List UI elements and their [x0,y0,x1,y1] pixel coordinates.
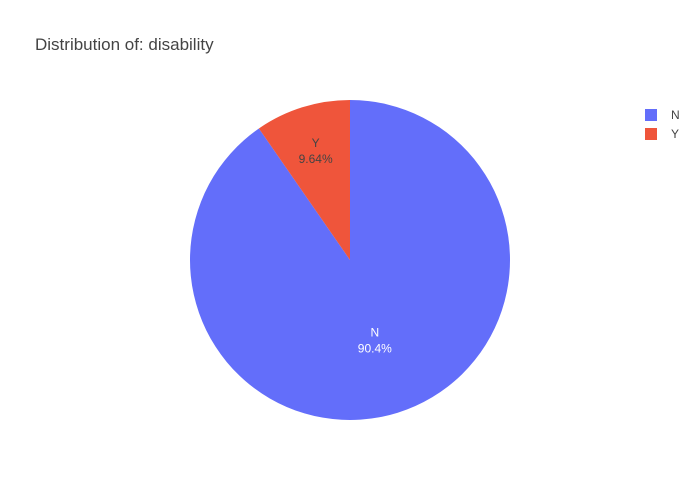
legend-label-N[interactable]: N [671,108,680,122]
legend-swatch-Y[interactable] [645,128,657,140]
pie-slice-Y[interactable] [258,100,350,260]
slice-percent-N: 90.4% [358,341,392,355]
slice-label-Y: Y [312,136,320,150]
legend-swatch-N[interactable] [645,109,657,121]
slice-percent-Y: 9.64% [299,152,333,166]
legend: NY [645,108,680,141]
chart-title: Distribution of: disability [35,35,214,54]
legend-label-Y[interactable]: Y [671,127,679,141]
slice-label-N: N [370,325,379,339]
pie-slices: N 90.4% Y 9.64% [189,100,511,421]
